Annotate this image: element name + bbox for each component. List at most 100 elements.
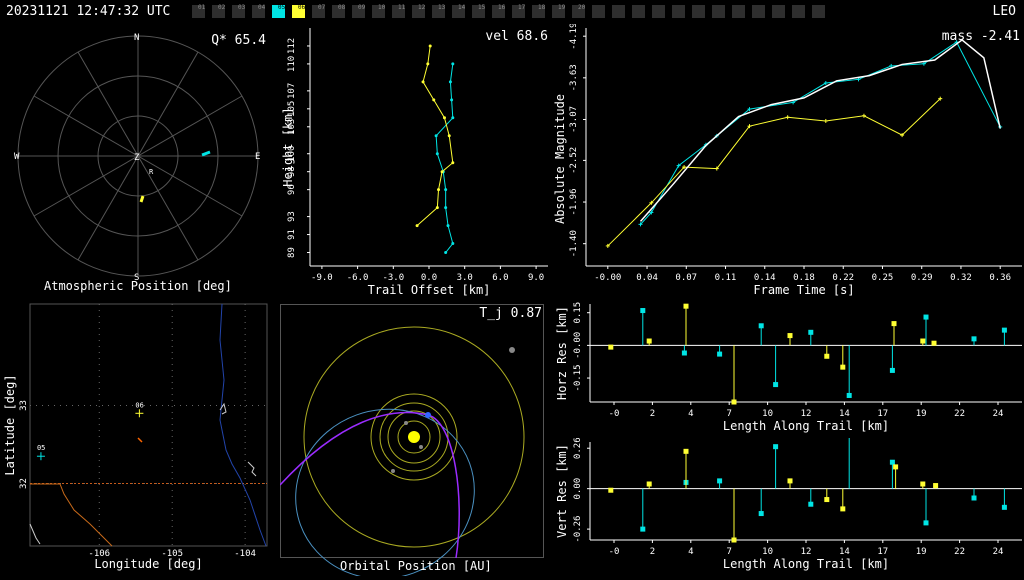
residual-point: [971, 495, 977, 501]
residual-point: [923, 520, 929, 526]
x-tick-label: -104: [234, 549, 256, 559]
residual-point: [683, 448, 689, 454]
x-axis-label: Longitude [deg]: [94, 557, 202, 571]
station-indicator-04: 04: [252, 4, 265, 18]
radiant-marker: R: [149, 168, 154, 176]
residual-point: [808, 329, 814, 335]
earth-marker: [425, 412, 431, 418]
y-tick-label: 112: [287, 38, 297, 54]
station-id-label: 10: [378, 4, 386, 11]
x-axis-label: Trail Offset [km]: [368, 283, 491, 296]
x-tick-label: 24: [993, 409, 1004, 419]
y-tick-label: -0.00: [573, 332, 583, 359]
x-axis-label: Length Along Trail [km]: [723, 419, 889, 433]
data-point: [426, 62, 430, 66]
residual-point: [681, 350, 687, 356]
x-axis-label: Length Along Trail [km]: [723, 557, 889, 571]
station-id-label: 11: [398, 4, 406, 11]
station-indicator-02: 02: [212, 4, 225, 18]
station-indicator-slot-31: [792, 5, 805, 18]
x-tick-label: 7: [726, 409, 731, 419]
y-axis-label: Latitude [deg]: [3, 374, 17, 475]
x-tick-label: 14: [839, 547, 850, 557]
compass-s: S: [134, 273, 139, 283]
station-indicator-11: 11: [392, 4, 406, 18]
data-point: [451, 116, 455, 120]
residual-point: [893, 464, 899, 470]
station-indicator-06: 06: [292, 4, 305, 18]
x-tick-label: 0.0: [421, 273, 437, 283]
x-tick-label: 2: [650, 409, 655, 419]
data-point: [447, 134, 451, 138]
x-tick-label: 12: [801, 409, 812, 419]
residual-point: [608, 344, 614, 350]
y-tick-label: 105: [287, 101, 297, 117]
y-tick-label: 98: [287, 166, 297, 177]
x-tick-label: 7: [726, 547, 731, 557]
y-tick-label: -0.15: [573, 364, 583, 391]
x-tick-label: 10: [762, 547, 773, 557]
y-tick-label: 100: [287, 146, 297, 162]
data-point: [415, 224, 419, 228]
track-station-06: [139, 195, 145, 203]
station-indicator-12: 12: [412, 4, 425, 18]
y-tick-label: 103: [287, 119, 297, 135]
city-outline: [219, 402, 227, 415]
series-line: [607, 98, 941, 247]
residual-point: [731, 537, 737, 543]
y-tick-label: 93: [287, 211, 297, 222]
residual-point: [933, 483, 939, 489]
station-id-label: 14: [458, 4, 466, 11]
compass-n: N: [134, 33, 139, 43]
station-indicator-05: 05: [272, 4, 285, 18]
atmospheric-position-panel: N S E W Z R Q* 65.4 Atmospheric Position…: [0, 24, 280, 296]
x-tick-label: 4: [688, 547, 693, 557]
y-tick-label: 110: [287, 56, 297, 72]
residual-point: [889, 367, 895, 373]
residual-point: [1001, 504, 1007, 510]
y-tick-label: 32: [19, 478, 29, 489]
x-tick-label: -105: [161, 549, 183, 559]
x-tick-label: 17: [877, 409, 888, 419]
station-id-label: 16: [498, 4, 506, 11]
station-indicator-01: 01: [192, 4, 205, 18]
data-point: [442, 116, 446, 120]
mass-value: mass -2.41: [942, 29, 1020, 44]
y-tick-label: 0.00: [573, 478, 583, 500]
station-id-label: 20: [578, 4, 586, 11]
data-point: [421, 80, 425, 84]
y-axis-label: Absolute Magnitude: [553, 94, 567, 224]
residual-point: [773, 382, 779, 388]
station-id-label: 03: [238, 4, 246, 11]
station-indicator-19: 19: [552, 4, 565, 18]
compass-w: W: [14, 152, 20, 162]
station-indicator-14: 14: [452, 4, 466, 18]
residual-point: [758, 511, 764, 517]
station-indicator-slot-26: [692, 5, 705, 18]
x-tick-label: 0.22: [832, 273, 854, 283]
station-indicator-slot-27: [712, 5, 725, 18]
station-label: 06: [135, 401, 143, 409]
station-indicator-slot-21: [592, 5, 605, 18]
station-indicator-09: 09: [352, 4, 366, 18]
station-indicator-13: 13: [432, 4, 445, 18]
station-id-label: 09: [358, 4, 366, 11]
residual-point: [717, 478, 723, 484]
station-indicator-slot-24: [652, 5, 665, 18]
y-tick-label: 33: [19, 400, 29, 411]
x-tick-label: 0.29: [911, 273, 933, 283]
light-curve-chart: -0.00 0.04 0.07 0.11 0.14 0.18 0.22 0.25 0.29 0.3…: [553, 24, 1022, 296]
x-tick-label: 0.32: [950, 273, 972, 283]
residual-point: [787, 333, 793, 339]
residual-point: [640, 526, 646, 532]
residual-point: [889, 459, 895, 465]
y-tick-label: -3.63: [569, 64, 579, 91]
data-point: [448, 80, 452, 84]
y-axis-label: Vert Res [km]: [555, 444, 569, 538]
atmospheric-label: Atmospheric Position [deg]: [44, 279, 232, 293]
network-name: LEO: [992, 4, 1016, 19]
x-tick-label: 22: [954, 547, 965, 557]
data-point: [451, 62, 455, 66]
residual-point: [971, 336, 977, 342]
meteoroid-path: [279, 411, 460, 559]
